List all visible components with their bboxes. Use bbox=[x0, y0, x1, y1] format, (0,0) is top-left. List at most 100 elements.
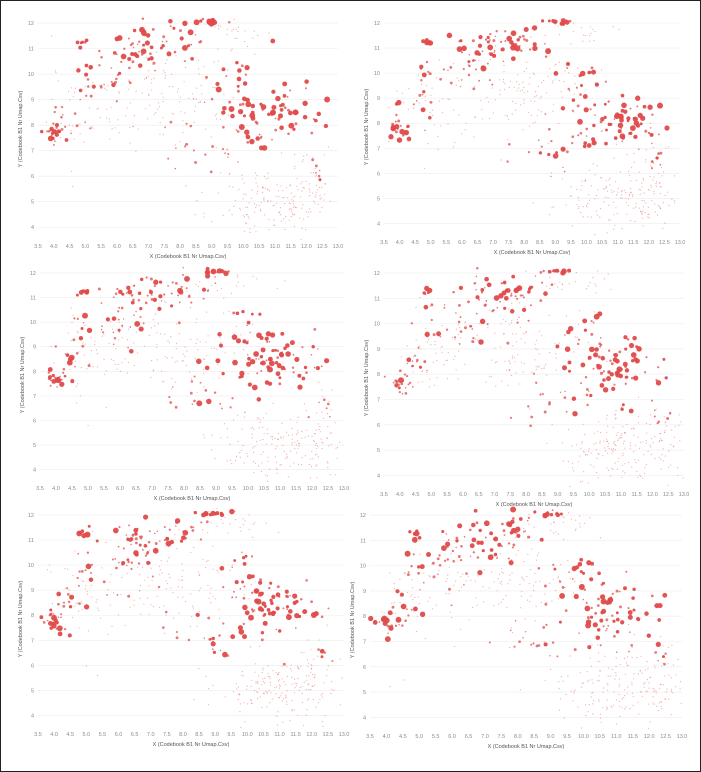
data-point bbox=[298, 668, 300, 670]
data-point bbox=[517, 354, 519, 356]
data-point bbox=[459, 316, 462, 319]
data-point bbox=[543, 410, 547, 414]
data-point bbox=[97, 287, 101, 291]
data-point bbox=[156, 595, 158, 597]
data-point bbox=[408, 530, 412, 534]
data-point bbox=[204, 358, 206, 360]
data-point bbox=[654, 667, 656, 669]
data-point bbox=[147, 76, 149, 78]
data-point bbox=[249, 228, 251, 230]
data-point bbox=[118, 306, 121, 309]
y-tick-label: 5 bbox=[33, 443, 36, 449]
data-point bbox=[595, 635, 601, 640]
data-point bbox=[189, 626, 191, 628]
data-point bbox=[269, 684, 271, 686]
data-point bbox=[437, 149, 439, 151]
data-point bbox=[269, 677, 271, 680]
x-tick-label: 4.0 bbox=[396, 492, 404, 498]
data-point bbox=[244, 610, 250, 616]
data-point bbox=[263, 175, 266, 177]
data-point bbox=[109, 604, 111, 606]
data-point bbox=[581, 180, 583, 182]
data-point bbox=[532, 45, 538, 52]
data-point bbox=[620, 197, 622, 199]
data-point bbox=[644, 212, 646, 214]
data-point bbox=[286, 455, 289, 457]
data-point bbox=[622, 426, 624, 428]
data-point bbox=[161, 40, 164, 43]
data-point bbox=[205, 520, 209, 524]
data-point bbox=[152, 605, 154, 608]
data-point bbox=[491, 83, 494, 86]
data-point bbox=[159, 122, 161, 124]
data-point bbox=[587, 194, 590, 196]
data-point bbox=[551, 172, 553, 174]
data-point bbox=[634, 459, 636, 461]
data-point bbox=[159, 46, 163, 50]
data-point bbox=[530, 100, 532, 102]
data-point bbox=[491, 359, 493, 361]
data-point bbox=[295, 599, 299, 604]
data-point bbox=[489, 32, 492, 36]
data-point bbox=[139, 306, 143, 311]
data-point bbox=[247, 215, 249, 217]
data-point bbox=[604, 141, 608, 146]
data-point bbox=[256, 441, 258, 443]
data-point bbox=[326, 624, 328, 626]
data-point bbox=[150, 376, 152, 379]
data-point bbox=[486, 40, 490, 44]
data-point bbox=[280, 437, 282, 439]
y-tick-label: 9 bbox=[363, 589, 366, 595]
data-point bbox=[489, 52, 494, 57]
data-point bbox=[327, 437, 329, 439]
data-point bbox=[472, 336, 475, 340]
data-point bbox=[89, 94, 93, 98]
data-point bbox=[625, 662, 628, 664]
data-point bbox=[289, 208, 291, 210]
data-point bbox=[488, 641, 491, 644]
data-point bbox=[181, 563, 183, 565]
data-point bbox=[431, 109, 433, 111]
data-point bbox=[282, 218, 285, 220]
y-tick-label: 5 bbox=[363, 690, 366, 696]
data-point bbox=[238, 103, 242, 107]
data-point bbox=[243, 285, 245, 287]
data-point bbox=[447, 69, 449, 71]
data-point bbox=[106, 117, 108, 119]
data-point bbox=[306, 639, 309, 641]
data-point bbox=[274, 456, 276, 458]
data-point bbox=[432, 575, 436, 579]
data-point bbox=[242, 604, 248, 611]
data-point bbox=[445, 580, 447, 583]
data-point bbox=[386, 624, 390, 628]
data-point bbox=[230, 292, 232, 294]
data-point bbox=[581, 440, 583, 443]
data-point bbox=[177, 91, 179, 93]
data-point bbox=[615, 444, 617, 447]
data-point bbox=[319, 431, 321, 433]
data-point bbox=[503, 71, 505, 73]
data-point bbox=[552, 153, 559, 159]
data-point bbox=[96, 675, 99, 677]
data-point bbox=[204, 269, 211, 276]
data-point bbox=[388, 106, 390, 108]
data-point bbox=[394, 379, 398, 383]
data-point bbox=[126, 572, 128, 574]
data-point bbox=[250, 427, 252, 429]
data-point bbox=[631, 166, 633, 169]
data-point bbox=[176, 548, 178, 550]
data-point bbox=[83, 604, 90, 610]
data-point bbox=[493, 536, 499, 542]
data-point bbox=[520, 104, 522, 106]
data-point bbox=[302, 701, 304, 704]
data-point bbox=[92, 530, 94, 533]
data-point bbox=[68, 589, 70, 591]
data-point bbox=[407, 614, 410, 617]
data-point bbox=[485, 381, 487, 383]
data-point bbox=[582, 319, 584, 322]
data-point bbox=[535, 91, 537, 93]
data-point bbox=[464, 363, 466, 365]
data-point bbox=[426, 341, 428, 343]
data-point bbox=[70, 87, 72, 89]
